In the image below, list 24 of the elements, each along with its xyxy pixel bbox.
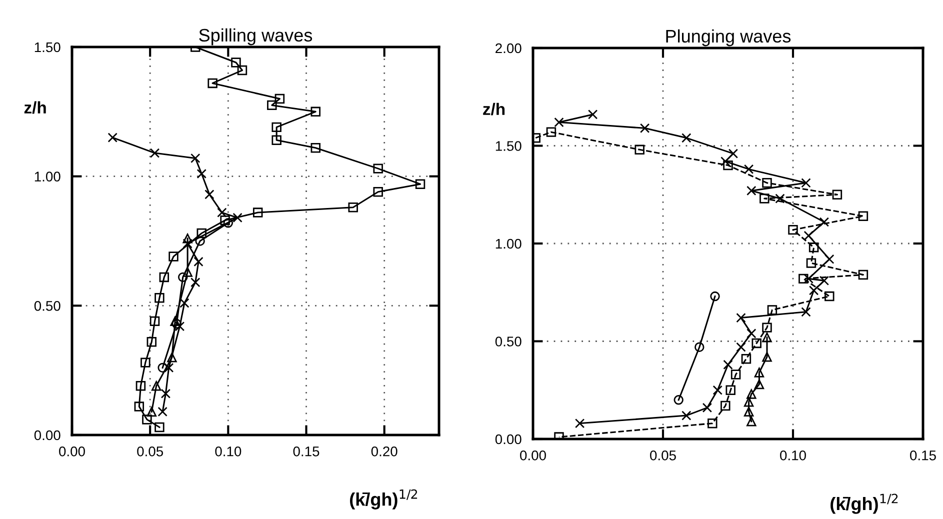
- y-tick-label: 0.50: [34, 301, 60, 311]
- y-tick-label: 1.50: [496, 141, 522, 151]
- chart-title: Plunging waves: [666, 29, 791, 46]
- x-tick-label: 0.00: [520, 450, 546, 460]
- y-axis-title: z/h: [24, 101, 46, 114]
- x-tick-label: 0.10: [215, 446, 242, 456]
- y-tick-label: 0.00: [34, 430, 60, 440]
- x-tick-label: 0.05: [650, 450, 676, 460]
- y-tick-label: 1.00: [496, 238, 522, 249]
- y-tick-label: 1.50: [34, 42, 60, 52]
- y-tick-label: 1.00: [34, 172, 60, 182]
- x-tick-label: 0.00: [59, 446, 85, 456]
- x-axis-title: (k̄/gh)$^{1/2}$: [830, 494, 898, 514]
- x-tick-label: 0.15: [293, 446, 320, 456]
- x-axis-title: (k̄/gh)$^{1/2}$: [350, 489, 418, 510]
- chart-title: Spilling waves: [199, 28, 312, 46]
- x-tick-label: 0.10: [780, 450, 806, 460]
- y-tick-label: 0.00: [495, 434, 522, 444]
- x-tick-label: 0.05: [137, 446, 164, 456]
- y-tick-label: 0.50: [495, 336, 522, 346]
- x-tick-label: 0.15: [910, 450, 936, 460]
- y-tick-label: 2.00: [496, 43, 522, 54]
- y-axis-title: z/h: [483, 102, 505, 116]
- x-tick-label: 0.20: [371, 446, 398, 456]
